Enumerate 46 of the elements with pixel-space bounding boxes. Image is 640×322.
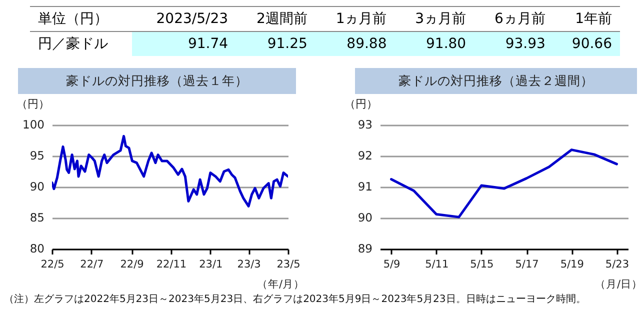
text: 90.66	[572, 36, 612, 52]
x-tick-label: 5/11	[425, 258, 449, 270]
y-tick-label: 95	[30, 148, 44, 162]
y-tick-label: 85	[30, 210, 44, 224]
text: （注）左グラフは2022年5月23日～2023年5月23日、右グラフは2023年5月9日～2023年5月23日。日時はニューヨーク時間。	[4, 292, 586, 306]
x-tick-label: 23/3	[237, 258, 261, 270]
text: 91.80	[426, 36, 466, 52]
y-tick-label: 100	[22, 118, 44, 132]
y-tick-label: 89	[358, 242, 372, 256]
text: 93.93	[505, 36, 546, 52]
x-tick-label: 22/7	[80, 258, 104, 270]
y-tick-label: 91	[358, 180, 372, 194]
x-tick-label: 5/19	[560, 258, 584, 270]
y-tick-label: 80	[30, 242, 44, 256]
x-tick-label: 23/5	[276, 258, 300, 270]
category-label: 1ヵ月前	[315, 6, 395, 32]
text: 89.88	[346, 36, 387, 52]
x-tick-label: 22/11	[156, 258, 187, 270]
line-series	[390, 148, 618, 218]
y-axis-title: （円）	[16, 98, 50, 110]
chart-title: 豪ドルの対円推移（過去１年）	[18, 68, 296, 94]
category-label: 6ヵ月前	[474, 6, 554, 32]
text: 単位（円）	[30, 6, 132, 32]
y-tick-label: 92	[358, 148, 372, 162]
text: 円／豪ドル	[30, 32, 132, 56]
y-axis-title: （円）	[344, 98, 378, 110]
x-tick-label: 5/15	[470, 258, 494, 270]
category-label: 1年前	[553, 6, 620, 32]
chart-title: 豪ドルの対円推移（過去２週間）	[355, 68, 637, 94]
category-label: 2週間前	[236, 6, 316, 32]
text: 91.25	[267, 36, 308, 52]
y-tick-label: 93	[358, 118, 372, 132]
y-tick-label: 90	[358, 210, 372, 224]
line-series	[52, 134, 288, 208]
x-tick-label: 23/1	[199, 258, 223, 270]
category-label: 3ヵ月前	[394, 6, 474, 32]
text: 91.74	[188, 36, 228, 52]
x-tick-label: 5/17	[515, 258, 539, 270]
category-label: 2023/5/23	[132, 6, 236, 32]
x-axis-title: （年/月）	[256, 278, 304, 290]
x-tick-label: 22/9	[120, 258, 144, 270]
x-tick-label: 22/5	[40, 258, 64, 270]
x-tick-label: 5/23	[605, 258, 630, 270]
y-tick-label: 90	[30, 180, 44, 194]
x-axis-title: （月/日）	[594, 278, 640, 290]
x-tick-label: 5/9	[383, 258, 400, 270]
